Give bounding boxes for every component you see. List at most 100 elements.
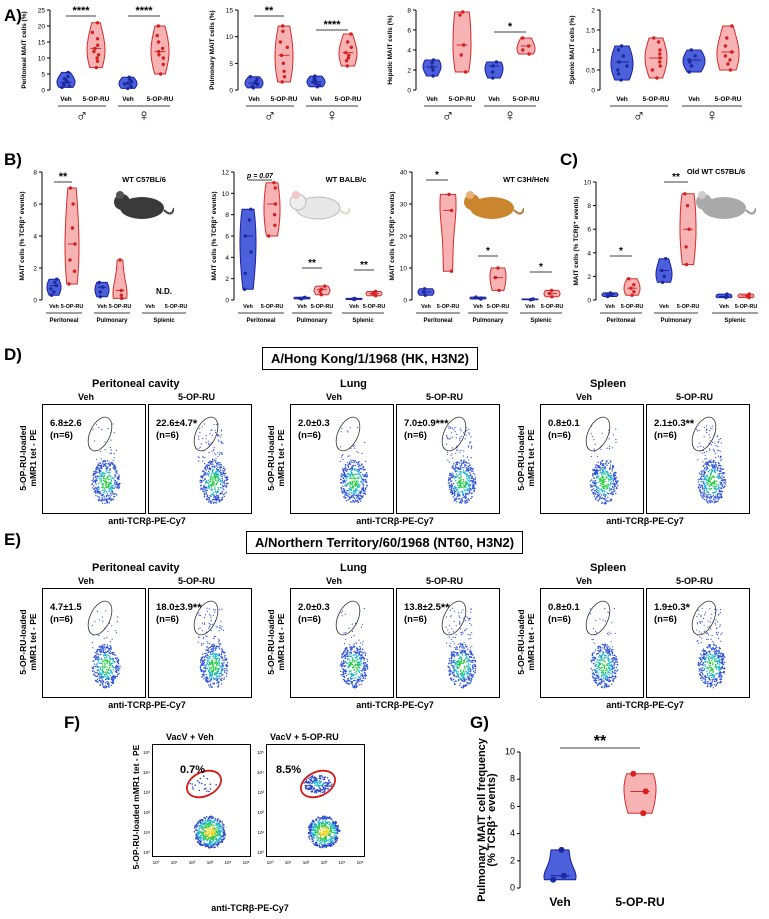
event-dot [704, 485, 707, 487]
data-point [747, 292, 751, 296]
data-point [49, 287, 53, 291]
event-dot [447, 459, 449, 461]
event-dot [220, 471, 222, 474]
event-dot [708, 484, 710, 487]
event-dot [347, 492, 349, 494]
group-label: Peritoneal [49, 318, 78, 324]
event-dot [214, 656, 216, 659]
event-dot [717, 449, 719, 451]
event-dot [468, 488, 470, 490]
event-dot [601, 490, 604, 493]
event-dot [468, 465, 470, 467]
event-dot [212, 663, 214, 665]
event-dot [450, 426, 452, 428]
event-dot [706, 497, 708, 499]
event-dot [202, 638, 204, 640]
event-dot [453, 681, 455, 683]
event-dot [212, 463, 214, 466]
event-dot [214, 658, 216, 660]
event-dot [119, 667, 121, 669]
event-dot [462, 633, 464, 635]
event-dot [101, 663, 104, 665]
event-dot [117, 616, 119, 618]
significance-label: ** [308, 258, 316, 269]
event-dot [217, 668, 219, 670]
event-dot [472, 666, 474, 669]
event-dot [107, 682, 109, 684]
event-dot [105, 647, 107, 649]
event-dot [448, 666, 450, 668]
data-point [267, 234, 271, 238]
event-dot [456, 470, 458, 473]
event-dot [350, 674, 352, 676]
event-dot [351, 683, 353, 685]
event-dot [105, 463, 107, 465]
event-dot [212, 614, 215, 616]
event-dot [707, 480, 709, 483]
event-dot [472, 670, 475, 673]
event-dot [702, 474, 704, 476]
x-tick-label: Veh [605, 304, 615, 310]
y-tick-label: 20 [400, 234, 408, 241]
flow-ru-value: 22.6±4.7* (n=6) [156, 418, 197, 442]
x-tick-label: Veh [421, 304, 431, 310]
event-dot [99, 490, 101, 493]
event-dot [460, 473, 462, 475]
event-dot [205, 487, 207, 489]
event-dot [217, 670, 220, 672]
event-dot [205, 649, 207, 651]
event-dot [107, 466, 109, 468]
event-dot [471, 659, 474, 662]
event-dot [342, 468, 344, 470]
event-dot [706, 481, 708, 484]
event-dot [219, 479, 222, 482]
event-dot [604, 495, 606, 498]
event-dot [722, 484, 724, 486]
event-dot [352, 461, 354, 463]
event-dot [217, 471, 219, 473]
event-dot [216, 653, 218, 655]
event-dot [351, 648, 353, 651]
event-dot [467, 446, 470, 448]
event-dot [115, 665, 118, 667]
event-dot [718, 464, 720, 467]
event-dot [103, 497, 105, 499]
event-dot [597, 461, 599, 463]
event-dot [703, 490, 705, 492]
event-dot [96, 663, 98, 665]
event-dot [614, 474, 616, 476]
event-dot [699, 489, 701, 491]
event-dot [202, 643, 205, 645]
event-dot [106, 492, 109, 494]
y-tick-label: 2 [587, 274, 591, 281]
ylabel-line-1: 5-OP-RU-loaded [516, 425, 526, 491]
event-dot [106, 662, 108, 665]
event-dot [110, 449, 112, 451]
event-dot [471, 679, 473, 681]
event-dot [356, 484, 359, 486]
data-point [687, 227, 691, 231]
event-dot [349, 463, 352, 465]
event-dot [471, 492, 473, 494]
ylabel-line-2: mMR1 tet - PE [28, 613, 38, 671]
event-dot [105, 478, 107, 481]
event-dot [113, 465, 116, 467]
event-dot [707, 482, 709, 485]
event-dot [457, 666, 459, 668]
event-dot [213, 423, 215, 426]
event-dot [204, 457, 206, 459]
event-dot [453, 429, 455, 431]
event-dot [353, 468, 355, 470]
event-dot [344, 497, 346, 499]
event-dot [469, 485, 471, 487]
event-dot [593, 484, 596, 486]
event-dot [105, 610, 107, 612]
event-dot [352, 475, 354, 477]
event-dot [105, 657, 107, 659]
data-point [156, 40, 161, 44]
event-dot [345, 651, 347, 653]
event-dot [469, 660, 471, 663]
group-label: ♀ [706, 106, 719, 125]
event-dot [593, 439, 595, 441]
event-dot [348, 472, 350, 475]
